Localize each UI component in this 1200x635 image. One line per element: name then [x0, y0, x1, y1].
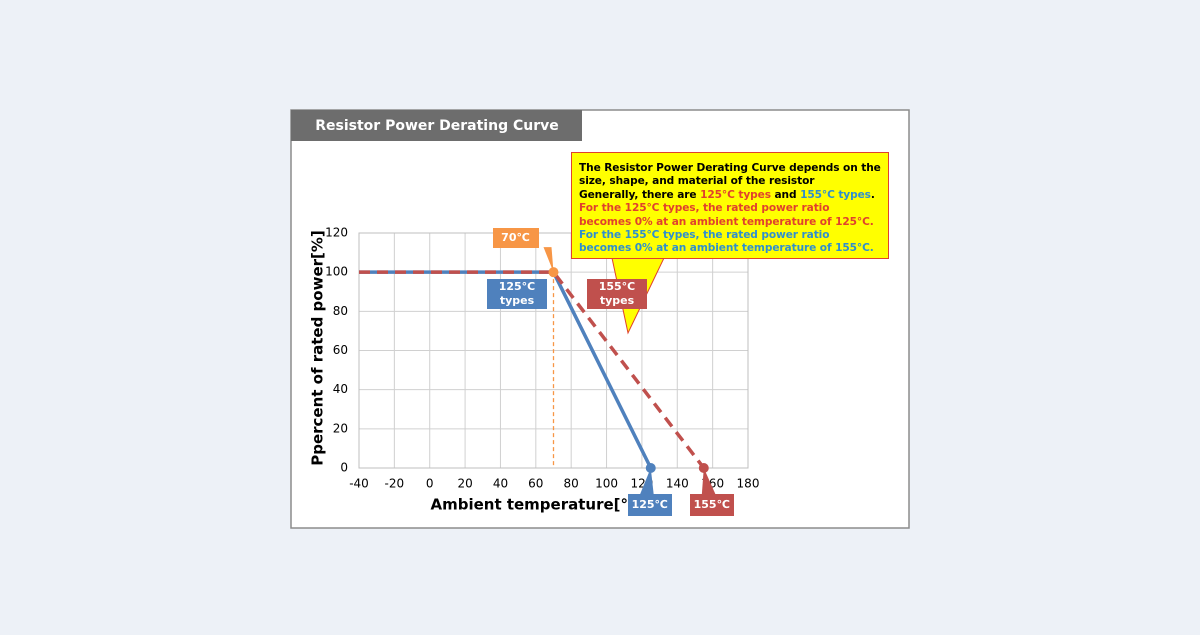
- x-tick-label: 60: [528, 477, 543, 491]
- y-tick-label: 80: [333, 304, 348, 318]
- callout-generally: Generally, there are 125°C types and 155…: [579, 189, 882, 202]
- end-label-pointer: [639, 468, 654, 495]
- title-tab: [291, 110, 582, 141]
- callout-note-155: For the 155°C types, the rated power rat…: [579, 229, 874, 255]
- end-label: 155℃: [689, 494, 734, 516]
- callout-note-125: For the 125°C types, the rated power rat…: [579, 202, 874, 228]
- y-tick-label: 0: [340, 461, 348, 475]
- plot-frame: [358, 232, 749, 469]
- x-tick-label: 140: [666, 477, 689, 491]
- x-tick-label: 40: [493, 477, 508, 491]
- text: and: [770, 188, 801, 201]
- text: Generally, there are: [579, 188, 701, 201]
- text: .: [870, 188, 875, 201]
- x-tick-label: -40: [349, 477, 369, 491]
- series-line: [359, 270, 706, 470]
- x-tick-label: 20: [457, 477, 472, 491]
- end-label: 125℃: [627, 494, 672, 516]
- series-label: 155°C types: [587, 279, 647, 309]
- y-axis-label: Ppercent of rated power[%]: [309, 230, 327, 466]
- end-marker: [645, 463, 656, 473]
- series-label: 125°C types: [487, 279, 547, 309]
- end-label-pointer: [701, 468, 716, 495]
- x-tick-label: -20: [385, 477, 405, 491]
- x-tick-label: 180: [737, 477, 760, 491]
- y-tick-label: 20: [333, 421, 348, 435]
- knee-label-pointer: [543, 247, 554, 273]
- text: 125°C types: [700, 188, 771, 201]
- x-tick-label: 100: [595, 477, 618, 491]
- callout-intro: The Resistor Power Derating Curve depend…: [579, 162, 881, 188]
- x-tick-label: 0: [426, 477, 434, 491]
- y-tick-label: 60: [333, 343, 348, 357]
- end-marker: [698, 463, 709, 473]
- y-tick-label: 100: [325, 265, 348, 279]
- x-tick-label: 80: [564, 477, 579, 491]
- callout: The Resistor Power Derating Curve depend…: [571, 152, 889, 259]
- y-tick-label: 120: [325, 226, 348, 240]
- chart-title: Resistor Power Derating Curve: [315, 118, 559, 134]
- knee-label: 70℃: [492, 228, 539, 249]
- y-tick-label: 40: [333, 382, 348, 396]
- text: 155°C types: [800, 188, 871, 201]
- x-axis-label: Ambient temperature[℃]: [430, 496, 645, 514]
